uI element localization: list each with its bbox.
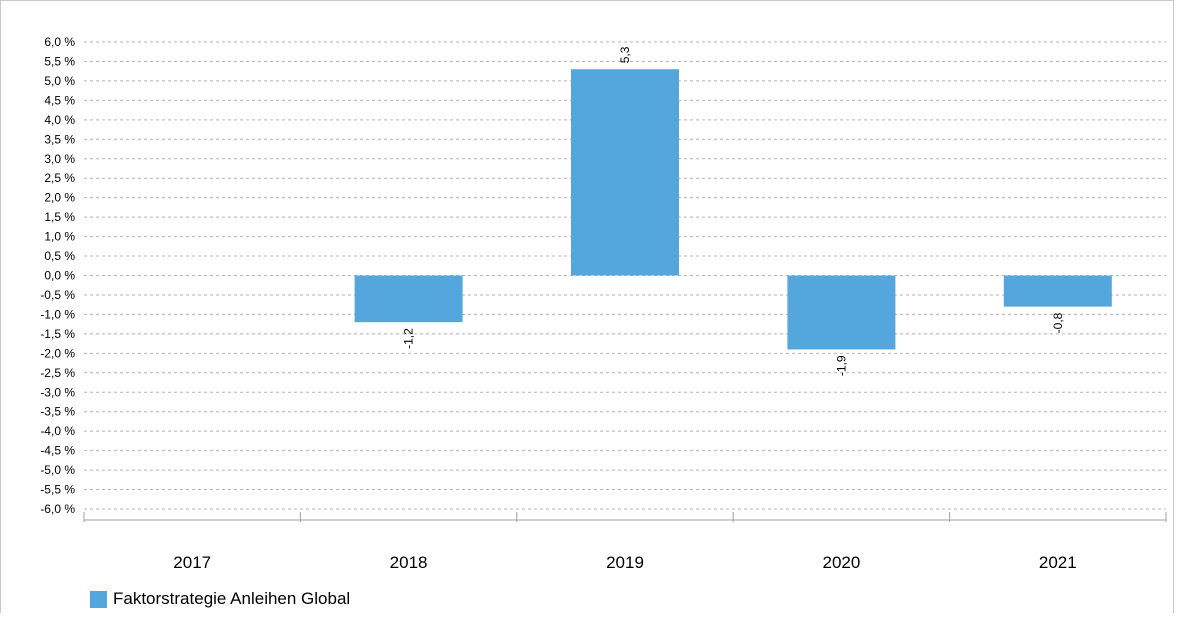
y-tick-label: 1,0 % bbox=[44, 230, 75, 244]
x-tick-label: 2018 bbox=[390, 553, 428, 572]
y-tick-label: 5,0 % bbox=[44, 74, 75, 88]
y-tick-label: 2,5 % bbox=[44, 171, 75, 185]
y-tick-label: -2,0 % bbox=[40, 346, 75, 360]
y-tick-label: 2,0 % bbox=[44, 191, 75, 205]
data-label-2019: 5,3 bbox=[618, 46, 632, 63]
y-tick-label: 1,5 % bbox=[44, 210, 75, 224]
y-tick-label: -4,5 % bbox=[40, 444, 75, 458]
bar-2019 bbox=[571, 69, 679, 276]
y-tick-label: -1,5 % bbox=[40, 327, 75, 341]
y-tick-label: -3,0 % bbox=[40, 385, 75, 399]
bar-2018 bbox=[354, 275, 463, 323]
y-tick-label: -2,5 % bbox=[40, 366, 75, 380]
y-tick-label: -6,0 % bbox=[40, 502, 75, 516]
y-tick-label: 6,0 % bbox=[44, 35, 75, 49]
y-tick-label: -5,5 % bbox=[40, 483, 75, 497]
x-tick-label: 2020 bbox=[822, 553, 860, 572]
data-label-2021: -0,8 bbox=[1051, 312, 1065, 333]
x-axis-tick-labels: 2017 2018 2019 2020 2021 bbox=[173, 553, 1076, 572]
x-tick-label: 2021 bbox=[1039, 553, 1077, 572]
y-tick-label: -0,5 % bbox=[40, 288, 75, 302]
y-tick-label: 0,0 % bbox=[44, 269, 75, 283]
x-axis bbox=[83, 512, 1167, 522]
y-tick-label: -3,5 % bbox=[40, 405, 75, 419]
y-tick-label: 5,5 % bbox=[44, 54, 75, 68]
bar-2021 bbox=[1003, 275, 1112, 307]
y-tick-label: 3,5 % bbox=[44, 132, 75, 146]
y-tick-label: 3,0 % bbox=[44, 152, 75, 166]
y-tick-label: 4,0 % bbox=[44, 113, 75, 127]
bar-2020 bbox=[787, 275, 896, 350]
y-tick-label: 4,5 % bbox=[44, 93, 75, 107]
x-tick-label: 2019 bbox=[606, 553, 644, 572]
bars bbox=[354, 69, 1112, 350]
y-tick-label: 0,5 % bbox=[44, 249, 75, 263]
y-tick-label: -4,0 % bbox=[40, 424, 75, 438]
legend: Faktorstrategie Anleihen Global bbox=[90, 589, 350, 609]
y-tick-label: -1,0 % bbox=[40, 307, 75, 321]
x-tick-label: 2017 bbox=[173, 553, 211, 572]
y-axis-tick-labels: 6,0 % 5,5 % 5,0 % 4,5 % 4,0 % 3,5 % 3,0 % 2,5 %… bbox=[40, 35, 75, 516]
data-label-2020: -1,9 bbox=[834, 355, 848, 376]
data-label-2018: -1,2 bbox=[402, 328, 416, 349]
legend-swatch bbox=[90, 590, 107, 608]
data-labels: -1,2 5,3 -1,9 -0,8 bbox=[402, 46, 1065, 376]
legend-label: Faktorstrategie Anleihen Global bbox=[113, 589, 351, 608]
y-tick-label: -5,0 % bbox=[40, 463, 75, 477]
